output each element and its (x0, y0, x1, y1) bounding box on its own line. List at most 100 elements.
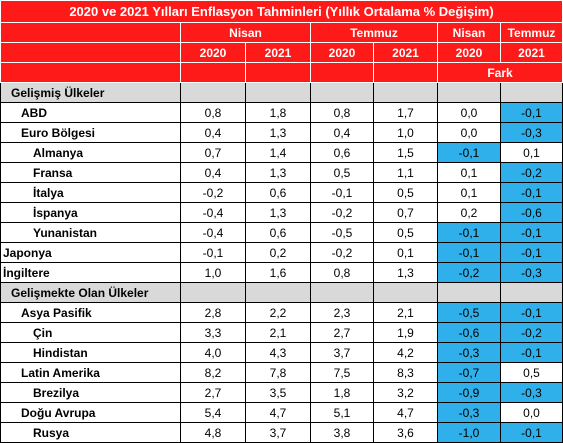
section-label: Gelişmekte Olan Ülkeler (0, 282, 181, 303)
value-cell: -0,1 (310, 182, 374, 203)
diff-cell: -0,1 (437, 222, 501, 243)
country-label: Çin (0, 322, 181, 343)
section-row: Gelişmekte Olan Ülkeler (0, 282, 563, 303)
value-cell: 0,8 (310, 262, 374, 283)
empty-cell (180, 82, 246, 103)
data-row: Brezilya 2,7 3,5 1,8 3,2 -0,9 -0,3 (0, 382, 563, 403)
value-cell: 1,3 (245, 162, 311, 183)
value-cell: 2,3 (310, 302, 374, 323)
value-cell: 1,8 (245, 102, 311, 123)
diff-cell: -0,1 (499, 242, 563, 263)
year-header: 2021 (245, 42, 311, 63)
diff-cell: -0,1 (499, 422, 563, 443)
country-label: Asya Pasifik (0, 302, 181, 323)
value-cell: -0,4 (180, 202, 246, 223)
value-cell: 0,2 (245, 242, 311, 263)
diff-cell: 0,2 (437, 202, 501, 223)
data-row: Asya Pasifik 2,8 2,2 2,3 2,1 -0,5 -0,1 (0, 302, 563, 323)
data-row: Almanya 0,7 1,4 0,6 1,5 -0,1 0,1 (0, 142, 563, 163)
country-label: Fransa (0, 162, 181, 183)
empty-cell (499, 282, 563, 303)
data-row: Hindistan 4,0 4,3 3,7 4,2 -0,3 -0,1 (0, 342, 563, 363)
data-row: Doğu Avrupa 5,4 4,7 5,1 4,7 -0,3 0,0 (0, 402, 563, 423)
diff-cell: 0,0 (499, 402, 563, 423)
data-row: Latin Amerika 8,2 7,8 7,5 8,3 -0,7 0,5 (0, 362, 563, 383)
value-cell: 0,8 (180, 102, 246, 123)
empty-cell (245, 82, 311, 103)
value-cell: 4,7 (245, 402, 311, 423)
section-row: Gelişmiş Ülkeler (0, 82, 563, 103)
value-cell: -0,2 (310, 202, 374, 223)
value-cell: 4,2 (373, 342, 438, 363)
country-label: Euro Bölgesi (0, 122, 181, 143)
value-cell: 1,0 (180, 262, 246, 283)
value-cell: 0,4 (310, 122, 374, 143)
value-cell: 7,8 (245, 362, 311, 383)
group-header: Temmuz (310, 22, 438, 43)
value-cell: 3,3 (180, 322, 246, 343)
empty-cell (373, 82, 438, 103)
title-row: 2020 ve 2021 Yılları Enflasyon Tahminler… (0, 0, 563, 23)
empty-cell (180, 62, 246, 83)
value-cell: 0,7 (180, 142, 246, 163)
value-cell: 1,1 (373, 162, 438, 183)
value-cell: 4,7 (373, 402, 438, 423)
data-row: Japonya -0,1 0,2 -0,2 0,1 -0,1 -0,1 (0, 242, 563, 263)
diff-cell: -0,1 (499, 102, 563, 123)
value-cell: -0,5 (310, 222, 374, 243)
empty-cell (310, 282, 374, 303)
diff-cell: -0,1 (499, 222, 563, 243)
empty-cell (245, 282, 311, 303)
value-cell: 3,7 (310, 342, 374, 363)
value-cell: 0,6 (245, 222, 311, 243)
diff-header: Fark (436, 62, 563, 83)
diff-cell: -0,3 (499, 122, 563, 143)
diff-cell: -0,1 (437, 142, 501, 163)
value-cell: 1,3 (245, 122, 311, 143)
value-cell: 4,0 (180, 342, 246, 363)
data-row: Rusya 4,8 3,7 3,8 3,6 -1,0 -0,1 (0, 422, 563, 443)
value-cell: 4,8 (180, 422, 246, 443)
empty-cell (373, 282, 438, 303)
country-label: İngiltere (0, 262, 181, 283)
value-cell: -0,2 (310, 242, 374, 263)
country-label: Japonya (0, 242, 181, 263)
value-cell: -0,1 (180, 242, 246, 263)
country-label: Hindistan (0, 342, 181, 363)
value-cell: 2,1 (373, 302, 438, 323)
data-row: İtalya -0,2 0,6 -0,1 0,5 0,1 -0,1 (0, 182, 563, 203)
year-header: 2020 (180, 42, 246, 63)
diff-cell: -0,1 (499, 342, 563, 363)
year-header: 2020 (310, 42, 374, 63)
diff-cell: -0,7 (437, 362, 501, 383)
empty-cell (437, 82, 501, 103)
empty-cell (437, 282, 501, 303)
value-cell: 1,3 (373, 262, 438, 283)
value-cell: 2,1 (245, 322, 311, 343)
year-row: 2020 2021 2020 2021 2020 2021 (0, 42, 563, 63)
group-header: Nisan (180, 22, 311, 43)
value-cell: 2,7 (310, 322, 374, 343)
diff-cell: 0,1 (499, 142, 563, 163)
data-row: İngiltere 1,0 1,6 0,8 1,3 -0,2 -0,3 (0, 262, 563, 283)
year-header: 2020 (437, 42, 501, 63)
country-label: Latin Amerika (0, 362, 181, 383)
diff-cell: -0,1 (499, 182, 563, 203)
empty-cell (310, 82, 374, 103)
value-cell: 7,5 (310, 362, 374, 383)
data-row: Çin 3,3 2,1 2,7 1,9 -0,6 -0,2 (0, 322, 563, 343)
value-cell: 3,5 (245, 382, 311, 403)
diff-cell: -1,0 (437, 422, 501, 443)
value-cell: 3,6 (373, 422, 438, 443)
value-cell: 1,3 (245, 202, 311, 223)
value-cell: 3,7 (245, 422, 311, 443)
group-row: Nisan Temmuz Nisan Temmuz (0, 22, 563, 43)
value-cell: 1,5 (373, 142, 438, 163)
country-label: Brezilya (0, 382, 181, 403)
country-label: Yunanistan (0, 222, 181, 243)
year-header: 2021 (373, 42, 438, 63)
table-title: 2020 ve 2021 Yılları Enflasyon Tahminler… (0, 0, 563, 23)
value-cell: 1,8 (310, 382, 374, 403)
diff-row: Fark (0, 62, 563, 83)
